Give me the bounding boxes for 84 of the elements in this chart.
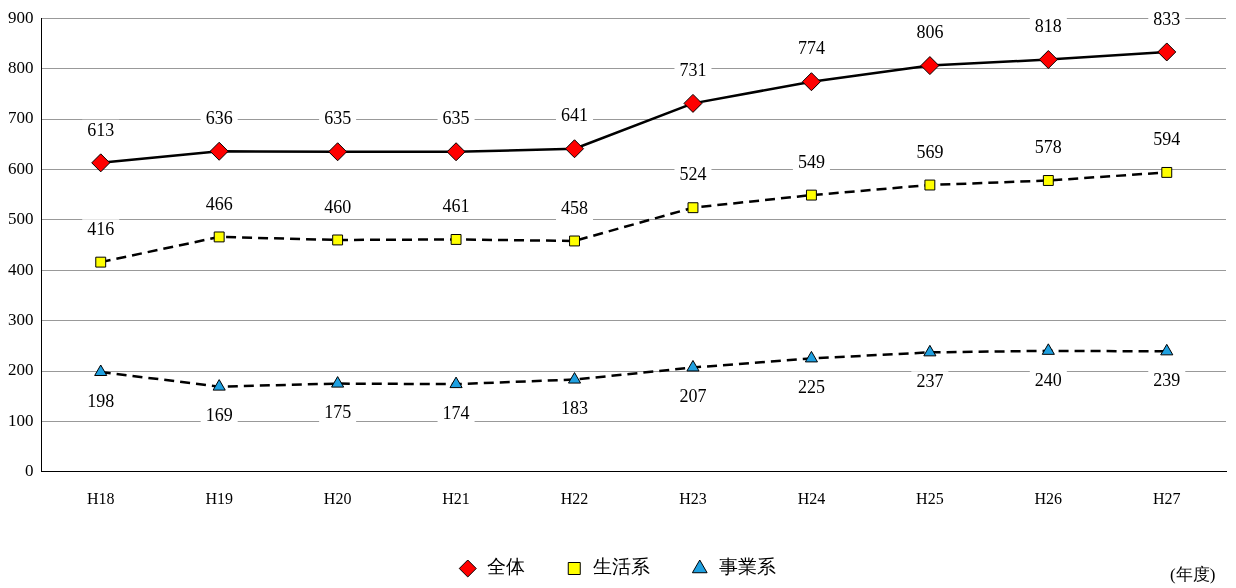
data-label: 594 [1153,129,1181,150]
data-label: 636 [205,107,233,128]
data-label: 731 [679,60,707,81]
data-label: 833 [1153,8,1181,29]
point [1157,42,1177,62]
point [804,350,818,363]
data-label: 174 [442,402,470,423]
y-tick-label: 800 [8,58,34,78]
point [1041,343,1055,355]
point [332,234,344,246]
data-label: 549 [797,151,825,172]
y-tick-label: 900 [8,7,34,27]
data-label: 466 [205,193,233,214]
point [1042,175,1054,186]
x-tick-label: H23 [679,489,707,507]
x-tick-label: H21 [442,489,470,507]
y-tick-label: 600 [8,158,34,178]
data-label: 524 [679,164,707,185]
data-label: 818 [1034,16,1062,37]
data-label: 635 [324,108,352,129]
point [923,344,937,357]
point [446,142,466,162]
x-tick-label: H24 [797,489,826,507]
y-tick-label: 100 [8,410,34,430]
point [450,234,462,245]
y-tick-label: 200 [8,360,34,380]
point [569,235,580,247]
y-tick-label: 300 [8,310,34,330]
point [209,141,229,161]
data-label: 198 [87,390,115,411]
x-axis-title: (年度) [1170,564,1216,586]
point [1161,166,1173,178]
data-label: 578 [1034,137,1062,158]
point [328,142,348,162]
data-label: 641 [561,105,589,126]
legend-label: 生活系 [593,556,651,578]
point [687,202,699,214]
x-tick-label: H27 [1152,489,1181,507]
point [801,72,821,92]
data-label: 225 [797,377,825,398]
data-label: 613 [87,119,115,140]
point [213,231,225,243]
data-label: 461 [442,196,470,217]
point [91,153,111,173]
point [94,364,108,377]
x-tick-label: H20 [323,489,352,507]
data-label: 207 [679,386,707,407]
y-tick-label: 700 [8,108,34,128]
data-label: 183 [561,398,589,419]
data-label: 806 [916,22,944,43]
point [920,56,940,76]
point [1038,50,1058,70]
data-label: 774 [797,38,825,59]
point [805,189,817,201]
data-label: 635 [442,108,470,129]
point [686,359,700,372]
data-label: 175 [324,402,352,423]
x-tick-label: H18 [86,489,115,507]
x-tick-label: H26 [1034,489,1063,507]
data-label: 458 [561,197,589,218]
point [331,376,345,388]
y-tick-label: 500 [8,209,34,229]
data-label: 460 [324,196,352,217]
x-tick-label: H22 [560,489,589,507]
point [567,372,582,384]
data-label: 239 [1153,370,1181,391]
y-tick-label: 400 [8,259,34,279]
point [683,93,703,113]
data-label: 240 [1034,369,1062,390]
legend-label: 事業系 [718,556,776,578]
data-label: 169 [205,405,233,426]
point [449,376,463,389]
data-label: 569 [916,141,944,162]
point [565,139,585,159]
point [95,256,107,268]
point [1160,343,1174,356]
point [924,179,936,191]
data-label: 237 [916,371,944,392]
y-tick-label: 0 [25,461,34,481]
x-tick-label: H25 [916,489,944,507]
point [212,379,226,391]
legend-label: 全体 [486,556,525,578]
data-label: 416 [87,218,115,239]
x-tick-label: H19 [205,489,233,507]
